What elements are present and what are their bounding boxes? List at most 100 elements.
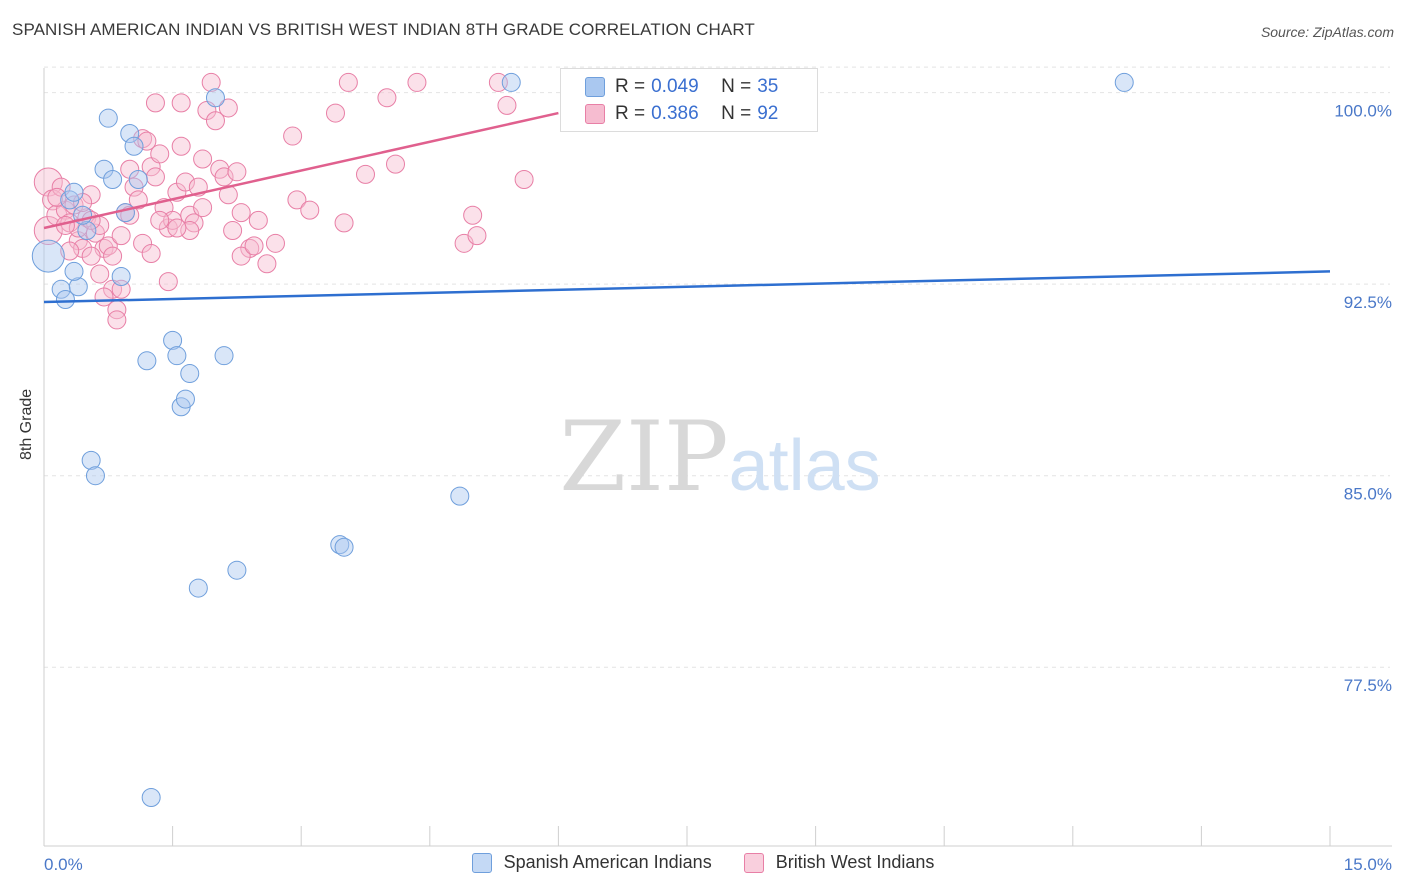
data-point bbox=[145, 167, 165, 187]
legend-swatch-blue bbox=[585, 77, 605, 97]
data-point bbox=[85, 466, 105, 486]
data-point bbox=[193, 198, 213, 218]
data-point bbox=[214, 167, 234, 187]
data-point bbox=[111, 226, 131, 246]
x-tick-labels: 0.0% 15.0% bbox=[44, 855, 1392, 874]
data-point bbox=[450, 486, 470, 506]
data-point bbox=[257, 254, 277, 274]
data-point bbox=[231, 203, 251, 223]
trend-line bbox=[43, 270, 1331, 304]
data-point bbox=[68, 277, 88, 297]
data-point bbox=[120, 124, 140, 144]
y-tick-labels: 77.5% 85.0% 92.5% 100.0% bbox=[1334, 102, 1392, 696]
data-point bbox=[115, 203, 135, 223]
x-tick-label: 0.0% bbox=[44, 855, 83, 874]
data-point bbox=[167, 218, 187, 238]
data-point bbox=[141, 244, 161, 264]
legend-r-label: R = bbox=[615, 103, 646, 124]
data-point bbox=[90, 264, 110, 284]
data-point bbox=[98, 236, 118, 256]
data-point bbox=[31, 239, 65, 273]
data-point bbox=[171, 136, 191, 156]
y-tick-label: 92.5% bbox=[1344, 293, 1392, 312]
data-point bbox=[175, 389, 195, 409]
legend-n-value: 92 bbox=[757, 103, 779, 124]
data-point bbox=[141, 787, 161, 807]
data-point bbox=[145, 93, 165, 113]
data-point bbox=[227, 162, 247, 182]
data-point bbox=[497, 95, 517, 115]
data-point bbox=[227, 560, 247, 580]
data-point bbox=[55, 289, 75, 309]
data-point bbox=[64, 182, 84, 202]
data-point bbox=[77, 221, 97, 241]
watermark-atlas: atlas bbox=[729, 426, 881, 506]
axes bbox=[43, 68, 1392, 847]
data-point bbox=[325, 103, 345, 123]
legend-row-pink: R = 0.386 N = 92 bbox=[585, 101, 778, 127]
data-point bbox=[338, 72, 358, 92]
legend-n-value: 35 bbox=[757, 76, 779, 97]
data-point bbox=[81, 450, 101, 470]
series-legend: Spanish American Indians British West In… bbox=[0, 852, 1406, 873]
data-point bbox=[467, 226, 487, 246]
data-point bbox=[300, 200, 320, 220]
watermark-zip: ZIP bbox=[559, 401, 728, 513]
data-point bbox=[137, 131, 157, 151]
data-point bbox=[81, 246, 101, 266]
data-point bbox=[201, 72, 221, 92]
legend-item-spanish-american-indians[interactable]: Spanish American Indians bbox=[471, 852, 712, 873]
legend-r-label: R = bbox=[615, 76, 646, 97]
data-point bbox=[150, 210, 170, 230]
data-point bbox=[377, 88, 397, 108]
data-point bbox=[94, 287, 114, 307]
data-point bbox=[265, 233, 285, 253]
data-point bbox=[98, 108, 118, 128]
data-point bbox=[167, 346, 187, 366]
data-point bbox=[137, 351, 157, 371]
data-point bbox=[287, 190, 307, 210]
data-point bbox=[334, 213, 354, 233]
data-point bbox=[1114, 72, 1134, 92]
legend-n-label: N = bbox=[721, 103, 752, 124]
data-point bbox=[193, 149, 213, 169]
trend-lines bbox=[43, 111, 1331, 304]
source-credit: Source: ZipAtlas.com bbox=[1260, 24, 1394, 40]
data-point bbox=[33, 216, 63, 246]
data-point bbox=[124, 136, 144, 156]
data-point bbox=[214, 346, 234, 366]
watermark: ZIPatlas bbox=[559, 401, 880, 513]
data-point bbox=[223, 221, 243, 241]
legend-swatch-blue bbox=[471, 852, 492, 873]
data-point bbox=[163, 330, 183, 350]
x-tick-label: 15.0% bbox=[1344, 855, 1392, 874]
data-point bbox=[334, 537, 354, 557]
data-point bbox=[283, 126, 303, 146]
data-point bbox=[175, 172, 195, 192]
legend-n-label: N = bbox=[721, 76, 752, 97]
legend-label: Spanish American Indians bbox=[503, 852, 712, 872]
data-point bbox=[158, 272, 178, 292]
data-point bbox=[64, 261, 84, 281]
data-point bbox=[205, 111, 225, 131]
y-tick-label: 85.0% bbox=[1344, 485, 1392, 504]
data-point bbox=[60, 241, 80, 261]
data-point bbox=[356, 164, 375, 184]
legend-swatch-pink bbox=[743, 852, 764, 873]
data-point bbox=[248, 210, 268, 230]
data-point bbox=[205, 88, 225, 108]
legend-label: British West Indians bbox=[775, 852, 935, 872]
data-point bbox=[128, 169, 148, 189]
data-point bbox=[386, 154, 406, 174]
y-tick-label: 100.0% bbox=[1334, 102, 1392, 121]
data-point bbox=[463, 205, 483, 225]
data-point bbox=[514, 169, 534, 189]
legend-r-value: 0.386 bbox=[651, 103, 699, 124]
data-point bbox=[111, 267, 131, 287]
legend-r-value: 0.049 bbox=[651, 76, 699, 97]
chart-title: SPANISH AMERICAN INDIAN VS BRITISH WEST … bbox=[12, 20, 755, 39]
legend-item-british-west-indians[interactable]: British West Indians bbox=[743, 852, 935, 873]
data-point bbox=[150, 144, 170, 164]
data-point bbox=[501, 72, 521, 92]
